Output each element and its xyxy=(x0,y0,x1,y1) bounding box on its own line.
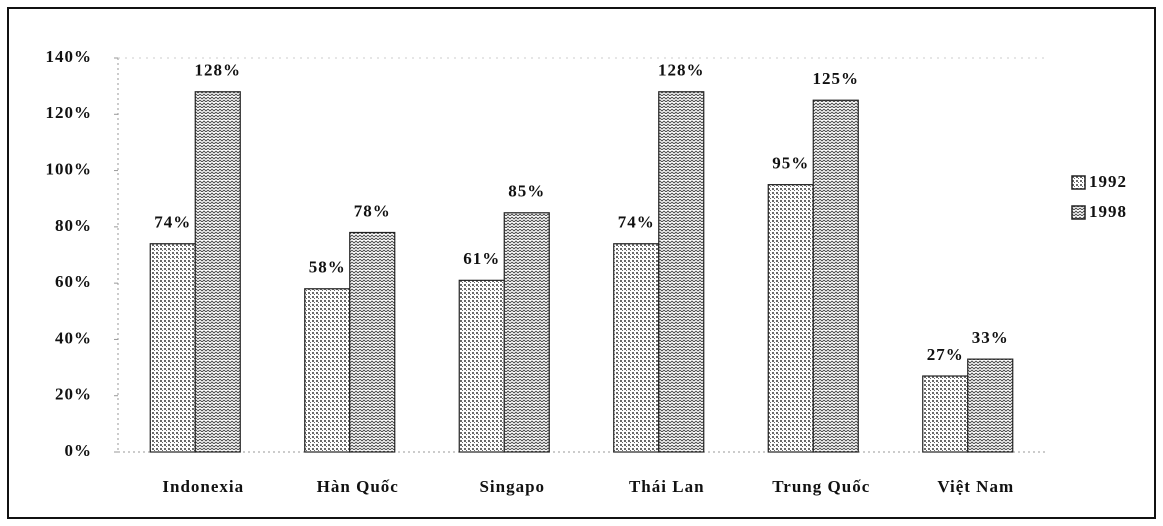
x-tick-label: Singapo xyxy=(479,477,545,496)
y-tick-label: 20% xyxy=(55,385,92,404)
bar xyxy=(767,184,814,453)
x-tick-label: Trung Quốc xyxy=(772,477,870,496)
value-label: 85% xyxy=(508,182,545,201)
bar xyxy=(304,288,351,453)
bar xyxy=(967,358,1014,453)
value-label: 27% xyxy=(927,345,964,364)
y-tick-label: 80% xyxy=(55,216,92,235)
value-label: 78% xyxy=(354,201,391,220)
bar xyxy=(613,243,660,453)
value-label: 95% xyxy=(772,154,809,173)
legend-label: 1998 xyxy=(1089,202,1127,221)
bar xyxy=(149,243,196,453)
bar xyxy=(503,212,550,453)
value-label: 61% xyxy=(463,249,500,268)
legend-swatch xyxy=(1071,175,1086,190)
bar xyxy=(194,91,241,453)
y-tick-label: 0% xyxy=(65,441,93,460)
x-tick-label: Việt Nam xyxy=(937,477,1014,496)
bar xyxy=(812,99,859,453)
value-label: 33% xyxy=(972,328,1009,347)
bar xyxy=(922,375,969,453)
bar xyxy=(658,91,705,453)
value-label: 74% xyxy=(154,213,191,232)
value-label: 128% xyxy=(195,61,242,80)
value-label: 125% xyxy=(813,69,860,88)
y-tick-label: 120% xyxy=(46,103,93,122)
y-tick-label: 40% xyxy=(55,328,92,347)
value-label: 128% xyxy=(658,61,705,80)
legend-label: 1992 xyxy=(1089,172,1127,191)
bar xyxy=(349,231,396,453)
value-label: 58% xyxy=(309,258,346,277)
bar xyxy=(458,279,505,453)
y-tick-label: 100% xyxy=(46,159,93,178)
x-tick-label: Indonexia xyxy=(162,477,244,496)
legend-swatch xyxy=(1071,205,1086,220)
value-label: 74% xyxy=(618,213,655,232)
x-tick-label: Thái Lan xyxy=(629,477,705,496)
x-tick-label: Hàn Quốc xyxy=(317,477,399,496)
y-tick-label: 60% xyxy=(55,272,92,291)
y-tick-label: 140% xyxy=(46,47,93,66)
